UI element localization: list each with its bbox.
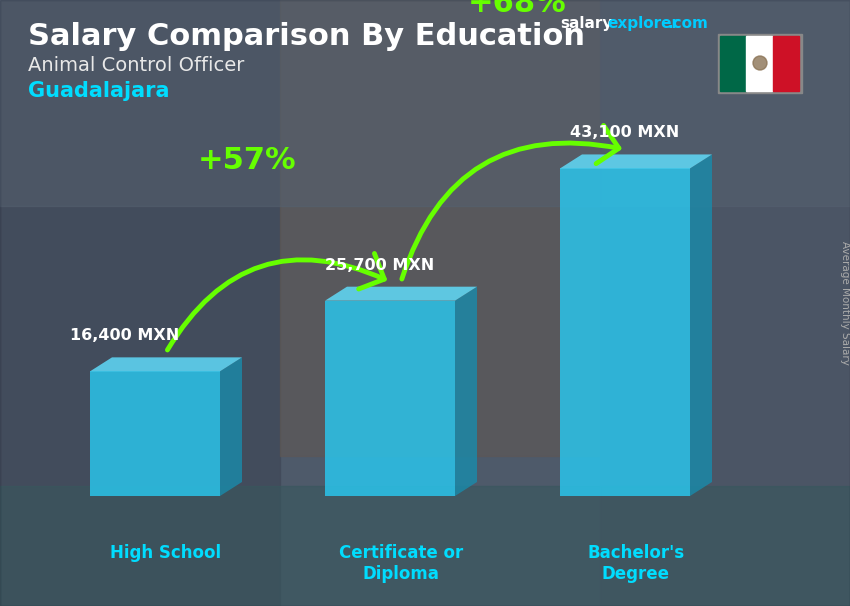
Text: +57%: +57%	[198, 146, 297, 175]
Polygon shape	[220, 358, 242, 496]
Bar	[720, 36, 746, 91]
Bar	[0, 486, 850, 606]
Text: .com: .com	[668, 16, 709, 31]
Polygon shape	[455, 287, 477, 496]
Text: +68%: +68%	[468, 0, 567, 18]
Polygon shape	[690, 155, 712, 496]
Text: Salary Comparison By Education: Salary Comparison By Education	[28, 22, 585, 51]
Polygon shape	[560, 168, 690, 496]
Text: Animal Control Officer: Animal Control Officer	[28, 56, 245, 75]
Text: Guadalajara: Guadalajara	[28, 81, 169, 101]
Text: Bachelor's
Degree: Bachelor's Degree	[587, 544, 684, 583]
Bar	[0, 0, 280, 606]
Text: explorer: explorer	[607, 16, 679, 31]
Bar	[773, 36, 799, 91]
Text: High School: High School	[110, 544, 222, 562]
Bar	[600, 0, 850, 606]
Text: Average Monthly Salary: Average Monthly Salary	[840, 241, 850, 365]
Polygon shape	[325, 301, 455, 496]
Text: 25,700 MXN: 25,700 MXN	[326, 258, 434, 273]
Polygon shape	[90, 371, 220, 496]
Bar	[280, 0, 600, 456]
Polygon shape	[325, 287, 477, 301]
Bar	[746, 36, 772, 91]
Text: salary: salary	[560, 16, 612, 31]
Circle shape	[753, 56, 767, 70]
Bar	[718, 34, 802, 93]
Polygon shape	[90, 358, 242, 371]
Text: 43,100 MXN: 43,100 MXN	[570, 125, 680, 141]
Bar	[0, 0, 850, 206]
Polygon shape	[560, 155, 712, 168]
Text: Certificate or
Diploma: Certificate or Diploma	[339, 544, 463, 583]
Text: 16,400 MXN: 16,400 MXN	[71, 328, 179, 344]
